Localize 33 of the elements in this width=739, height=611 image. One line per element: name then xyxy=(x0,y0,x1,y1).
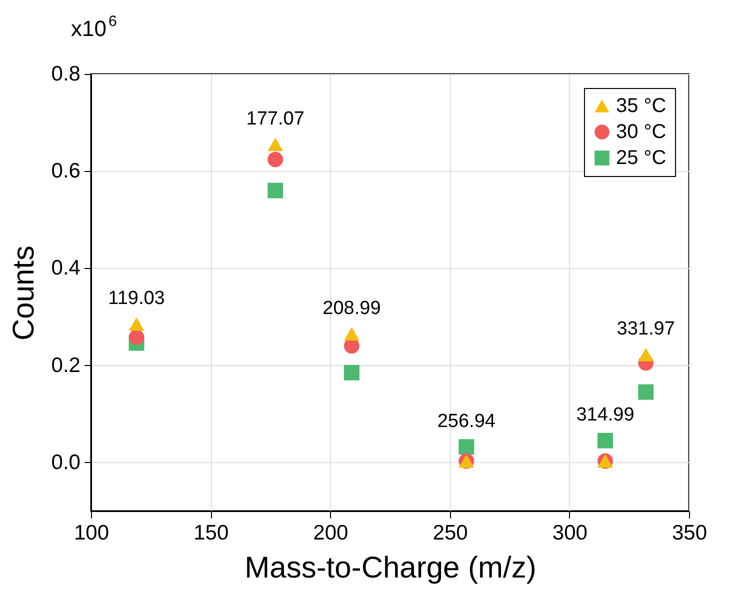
x-tick-label: 300 xyxy=(552,522,588,544)
annotation: 177.07 xyxy=(246,108,304,130)
point xyxy=(344,364,360,380)
point xyxy=(638,348,654,362)
legend-label: 35 °C xyxy=(616,95,666,117)
annotation: 119.03 xyxy=(108,288,165,310)
annotation: 256.94 xyxy=(437,410,496,432)
point xyxy=(128,329,144,345)
x-tick-label: 350 xyxy=(672,522,708,544)
point xyxy=(458,439,474,455)
y-tick-label: 0.4 xyxy=(51,256,81,280)
annotation: 331.97 xyxy=(616,318,675,340)
y-tick-label: 0.0 xyxy=(51,450,80,474)
point xyxy=(598,432,613,448)
point xyxy=(344,327,360,340)
y-tick-label: 0.2 xyxy=(51,354,80,377)
x-tick-label: 250 xyxy=(432,522,468,544)
y-tick-label: 0.6 xyxy=(51,160,80,183)
point xyxy=(268,138,284,152)
x-axis-title: Mass-to-Charge (m/z) xyxy=(244,552,536,584)
y-axis-title: Counts xyxy=(7,245,40,341)
legend-label: 25 °C xyxy=(616,147,666,169)
x-tick-label: 100 xyxy=(74,522,110,544)
point xyxy=(128,317,144,331)
x-tick-label: 150 xyxy=(194,522,229,544)
point xyxy=(268,152,284,168)
annotation: 314.99 xyxy=(576,404,634,426)
y-tick-label: 0.8 xyxy=(51,62,80,86)
point xyxy=(638,384,654,400)
legend-label: 30 °C xyxy=(616,121,666,143)
x-tick-label: 200 xyxy=(313,522,348,544)
annotation: 208.99 xyxy=(322,298,381,319)
point xyxy=(268,182,284,198)
